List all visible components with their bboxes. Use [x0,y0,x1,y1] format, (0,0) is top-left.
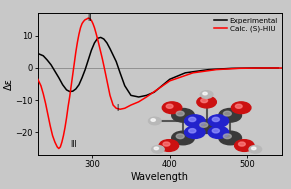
Circle shape [148,117,161,125]
Circle shape [152,146,164,153]
Experimental [68,90,71,93]
Circle shape [231,102,251,114]
Circle shape [172,108,194,122]
Experimental [45,59,49,61]
Calc. (S)-HIU [99,51,102,53]
Experimental [53,70,57,72]
Circle shape [163,142,170,146]
Legend: Experimental, Calc. (S)-HIU: Experimental, Calc. (S)-HIU [213,17,279,32]
Circle shape [154,147,159,150]
Experimental [230,67,234,69]
Circle shape [223,111,231,116]
Calc. (S)-HIU [281,67,284,69]
Circle shape [197,96,216,108]
Circle shape [219,108,242,122]
Experimental [57,77,61,79]
Experimental [36,52,40,55]
Experimental [90,49,93,51]
Text: III: III [70,140,77,149]
Circle shape [239,142,245,146]
Circle shape [235,140,254,151]
Calc. (S)-HIU [94,32,98,34]
Circle shape [189,129,196,133]
Circle shape [176,111,184,116]
Experimental [93,42,96,44]
Experimental [129,94,133,97]
Circle shape [166,104,173,108]
Circle shape [162,102,182,114]
Circle shape [184,115,205,127]
Calc. (S)-HIU [39,85,43,87]
Experimental [145,94,148,97]
Experimental [96,37,99,40]
Circle shape [151,119,155,121]
Calc. (S)-HIU [102,64,106,67]
Calc. (S)-HIU [36,78,40,80]
Text: I: I [116,105,118,113]
Experimental [102,38,106,40]
Experimental [74,88,78,90]
Circle shape [184,126,205,138]
Experimental [277,67,280,69]
Circle shape [200,122,208,127]
Y-axis label: Δε: Δε [4,78,14,90]
Circle shape [223,134,231,139]
Circle shape [176,134,184,139]
Circle shape [200,91,213,98]
Experimental [77,84,81,86]
Line: Calc. (S)-HIU: Calc. (S)-HIU [38,18,282,149]
Experimental [42,55,45,57]
Calc. (S)-HIU [118,108,122,110]
Circle shape [195,120,218,133]
Experimental [71,90,74,92]
Circle shape [201,98,207,103]
Experimental [137,96,141,98]
Experimental [49,64,53,66]
Experimental [114,60,118,63]
Experimental [207,68,210,71]
Circle shape [159,140,179,151]
Experimental [99,36,102,39]
Circle shape [203,92,207,95]
Line: Experimental: Experimental [38,37,278,97]
Calc. (S)-HIU [76,41,79,43]
Circle shape [235,104,242,108]
Experimental [105,42,109,44]
Experimental [61,84,64,86]
Circle shape [212,117,219,122]
Experimental [111,54,115,56]
Experimental [184,72,187,74]
Experimental [152,91,156,93]
Calc. (S)-HIU [57,147,61,150]
Experimental [160,85,164,87]
Calc. (S)-HIU [86,17,90,19]
Circle shape [208,126,229,138]
Circle shape [212,129,219,133]
Experimental [86,59,90,61]
Circle shape [172,131,194,145]
Circle shape [249,146,262,153]
Experimental [84,68,87,71]
Circle shape [219,131,242,145]
Circle shape [208,115,229,127]
Experimental [253,67,257,69]
Circle shape [251,147,256,150]
Experimental [80,77,84,79]
Experimental [123,85,127,87]
Experimental [108,47,112,50]
Experimental [168,78,171,80]
Experimental [118,72,122,74]
Circle shape [189,117,196,122]
X-axis label: Wavelength: Wavelength [131,172,189,182]
Experimental [65,89,68,91]
Text: II: II [87,14,91,23]
